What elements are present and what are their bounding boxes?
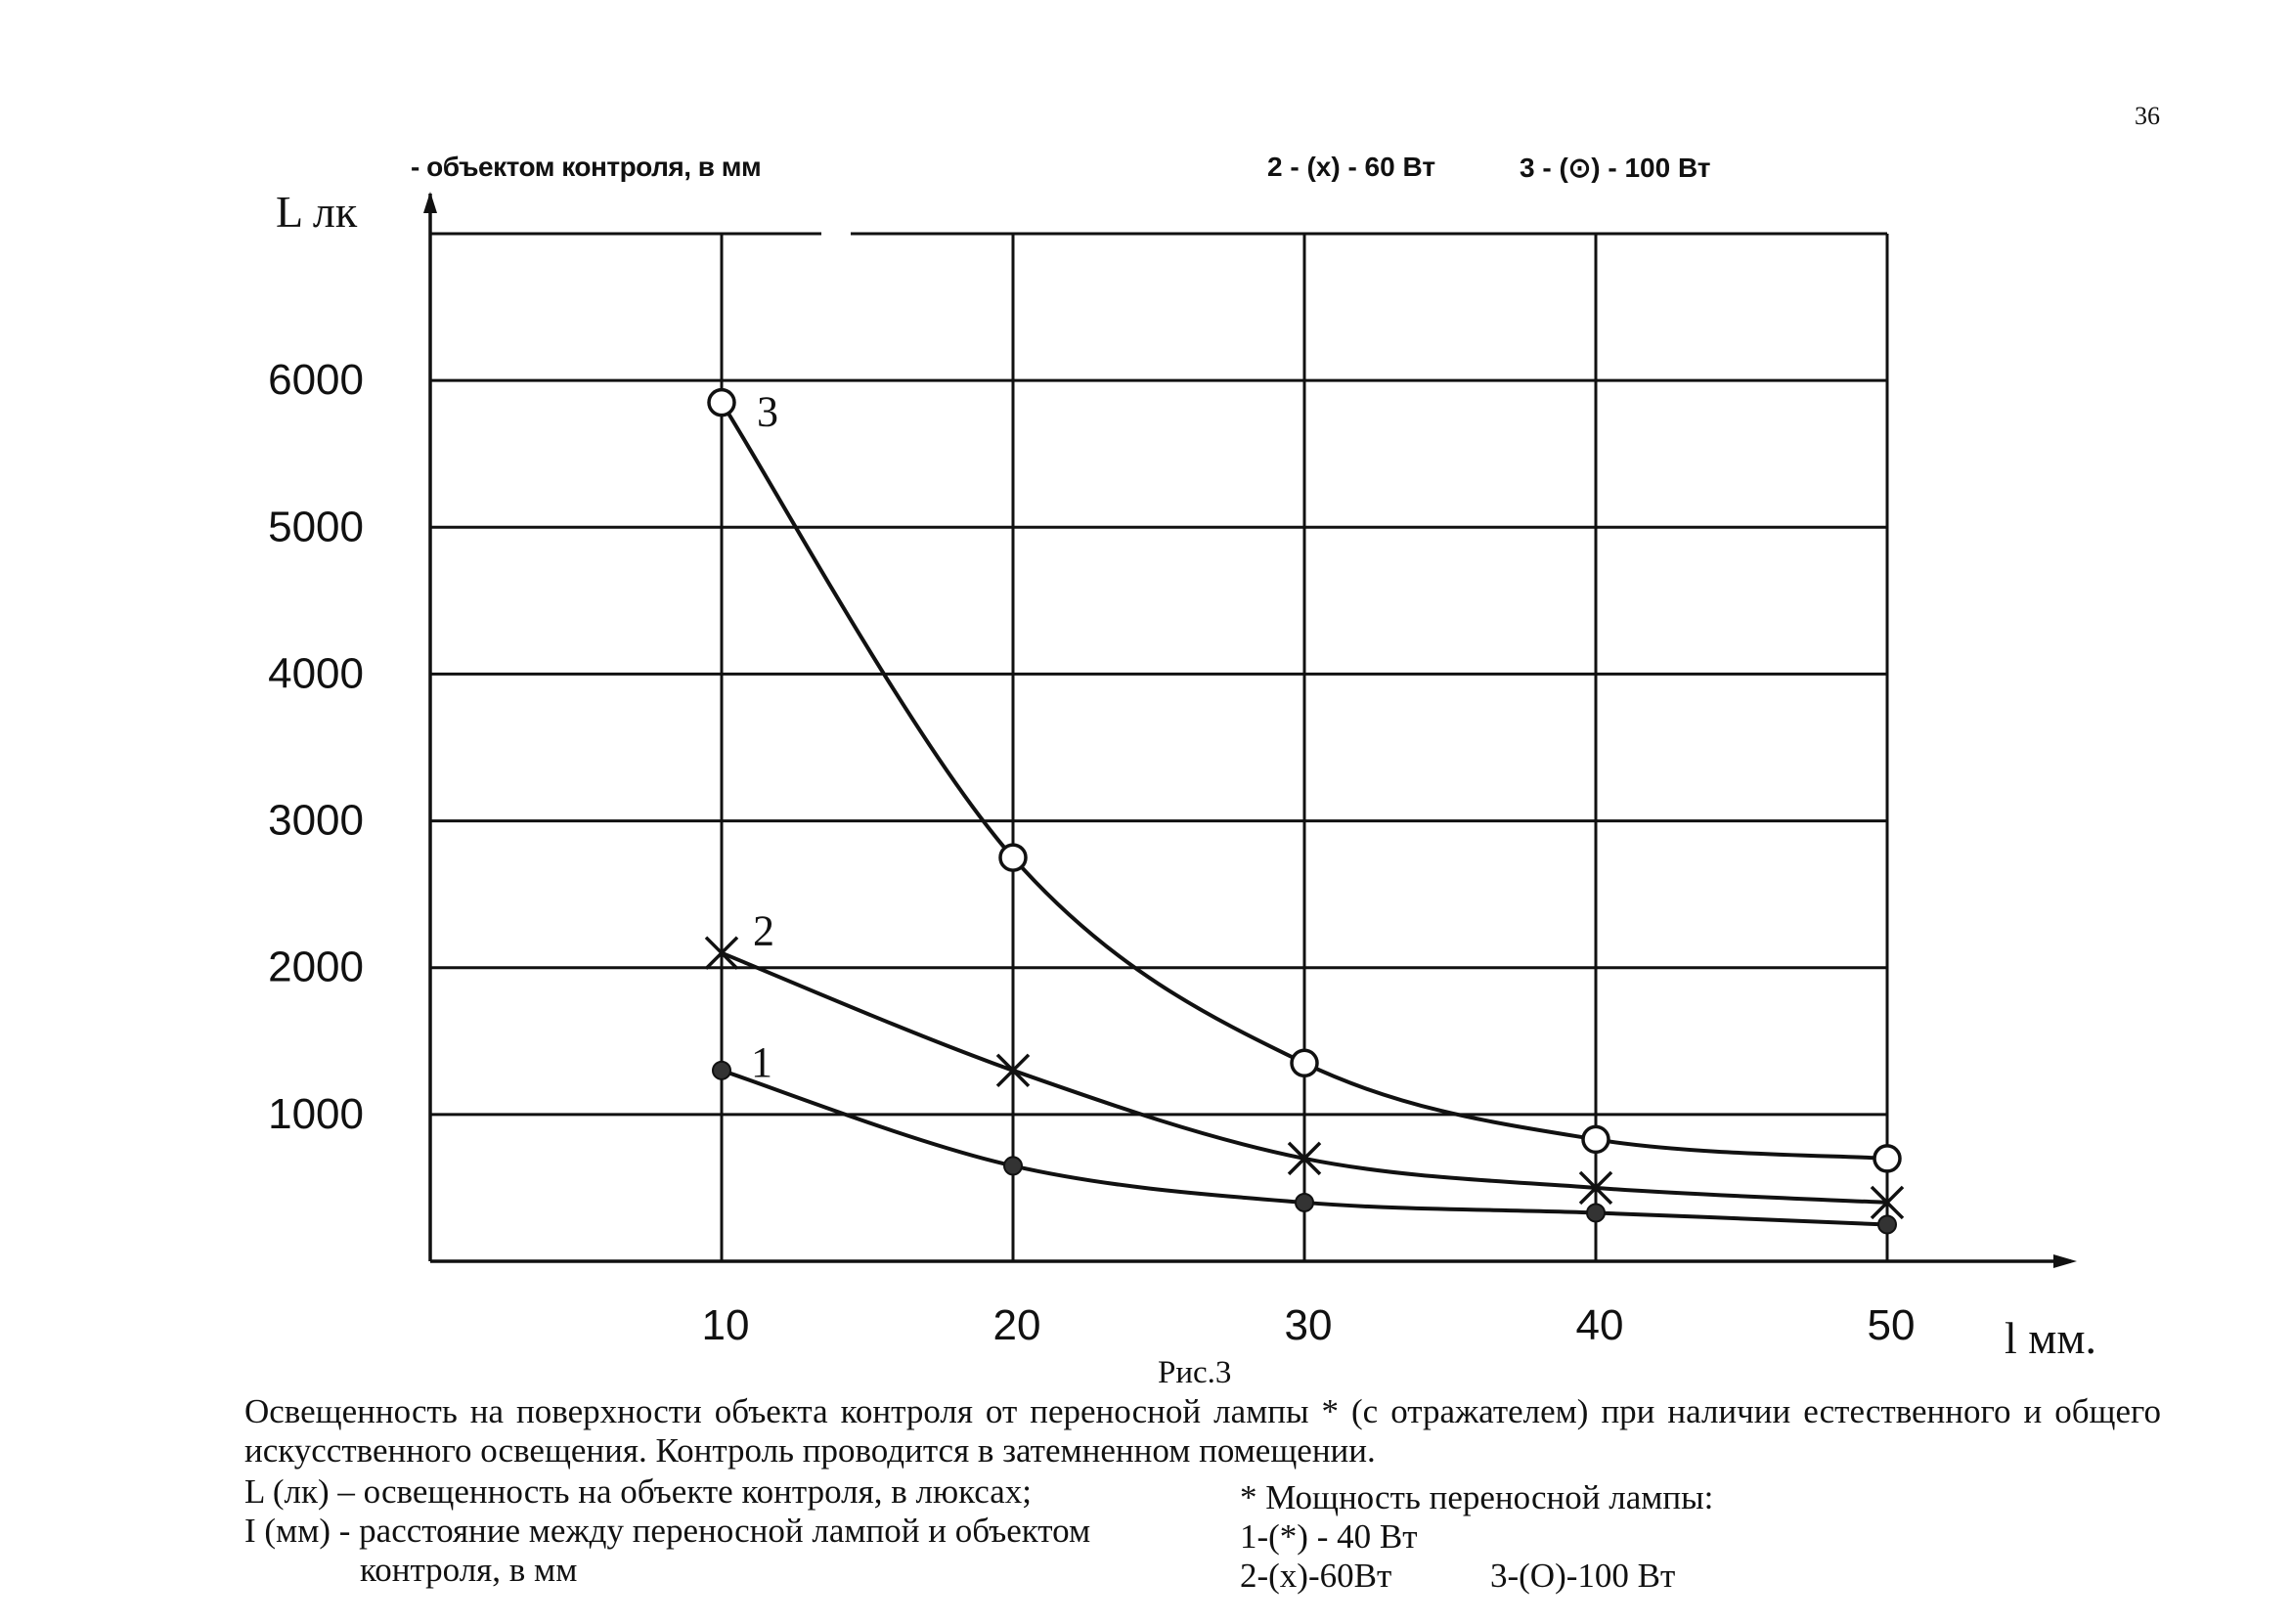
- chart-axes: [423, 192, 2077, 1268]
- series-2-point: [1870, 1185, 1905, 1220]
- y-tick-label: 4000: [268, 649, 364, 697]
- series-2-label: 2: [753, 907, 774, 955]
- power-item-1: 1-(*) - 40 Вт: [1240, 1517, 1418, 1556]
- series-2-point: [704, 936, 739, 970]
- x-tick-label: 20: [993, 1301, 1041, 1349]
- tick-labels: 1000 2000 3000 4000 5000 6000 10 20 30 40 50: [268, 356, 1915, 1349]
- power-item-2: 2-(x)-60Вт: [1240, 1557, 1392, 1595]
- x-tick-label: 50: [1868, 1301, 1916, 1349]
- figure-label: Рис.3: [1158, 1355, 1232, 1390]
- x-tick-label: 10: [702, 1301, 750, 1349]
- power-item-3: 3-(O)-100 Вт: [1490, 1557, 1676, 1595]
- x-tick-label: 30: [1285, 1301, 1333, 1349]
- series-2-point: [1287, 1141, 1322, 1176]
- footnote-I-line2: контроля, в мм: [360, 1551, 578, 1589]
- series-1-point: [1586, 1203, 1606, 1223]
- series-2-point: [1578, 1170, 1613, 1206]
- footnote-L: L (лк) – освещенность на объекте контрол…: [244, 1472, 1032, 1511]
- y-axis-label: L лк: [276, 187, 358, 237]
- power-title: * Мощность переносной лампы:: [1240, 1478, 1714, 1516]
- x-tick-label: 40: [1576, 1301, 1624, 1349]
- illuminance-chart: 1000 2000 3000 4000 5000 6000 10 20 30 40 50 1 2 3 L…: [268, 187, 2096, 1363]
- chart-grid: [430, 232, 1889, 1261]
- series-3-point: [1290, 1048, 1319, 1078]
- series-1-point: [712, 1060, 731, 1080]
- series-1-point: [1295, 1192, 1314, 1212]
- y-tick-label: 2000: [268, 944, 364, 991]
- series-3-point: [998, 843, 1028, 872]
- x-axis-label: l мм.: [2005, 1313, 2096, 1363]
- axis-note-fragment: - объектом контроля, в мм: [411, 152, 762, 182]
- series-markers: [704, 387, 1905, 1235]
- page-number: 36: [2135, 102, 2160, 130]
- series-2-point: [995, 1053, 1031, 1088]
- series-3-point: [1873, 1144, 1902, 1173]
- y-tick-label: 5000: [268, 503, 364, 550]
- y-axis-arrow: [423, 192, 437, 213]
- series-3-label: 3: [757, 388, 778, 436]
- series-1-point: [1877, 1214, 1897, 1235]
- series-3-line: [720, 401, 1888, 1161]
- figure-caption: Освещенность на поверхности объекта конт…: [244, 1392, 2161, 1470]
- legend-item-2: 2 - (x) - 60 Вт: [1267, 152, 1436, 182]
- series-labels: 1 2 3: [751, 388, 778, 1086]
- footnote-I-line1: I (мм) - расстояние между переносной лам…: [244, 1512, 1091, 1550]
- series-3-point: [707, 387, 736, 417]
- series-3-point: [1581, 1124, 1610, 1155]
- series-1-label: 1: [751, 1038, 772, 1086]
- x-axis-arrow: [2053, 1254, 2077, 1268]
- series-1-point: [1003, 1156, 1023, 1176]
- y-tick-label: 6000: [268, 356, 364, 404]
- y-tick-label: 1000: [268, 1090, 364, 1138]
- y-tick-label: 3000: [268, 797, 364, 845]
- legend-item-3: 3 - (⊙) - 100 Вт: [1520, 153, 1711, 183]
